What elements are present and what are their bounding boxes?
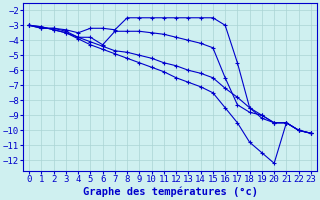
X-axis label: Graphe des températures (°c): Graphe des températures (°c) xyxy=(83,187,258,197)
